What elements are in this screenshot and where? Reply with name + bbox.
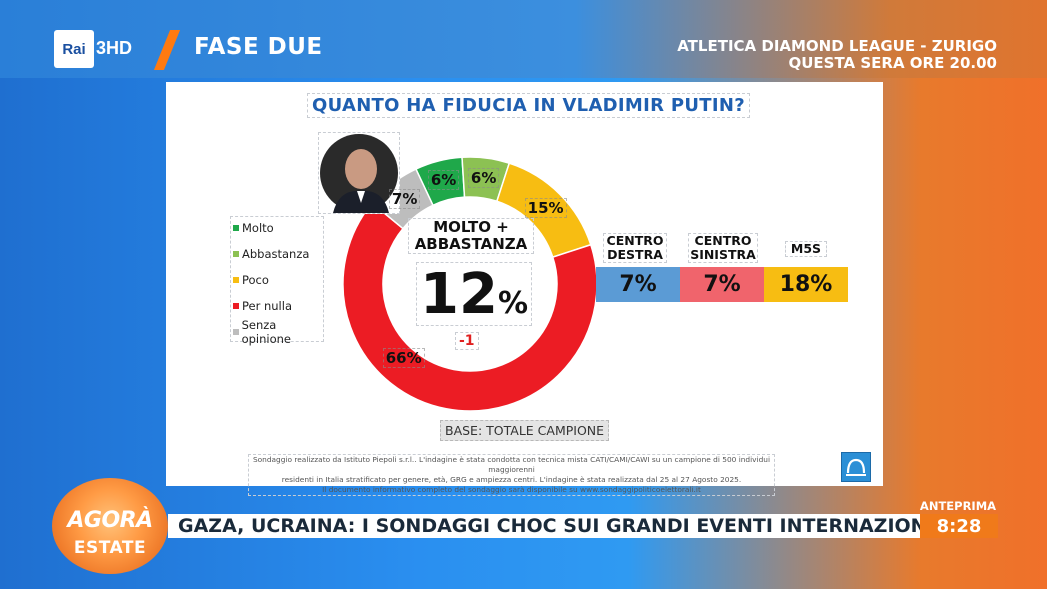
- legend-label: Senza opinione: [241, 318, 291, 346]
- channel-logo: Rai: [54, 30, 94, 68]
- portrait-icon: [320, 134, 398, 213]
- channel-suffix: 3HD: [96, 38, 133, 58]
- promo-text: ATLETICA DIAMOND LEAGUE - ZURIGO QUESTA …: [677, 38, 997, 72]
- footnote-line-2: residenti in Italia stratificato per gen…: [281, 475, 742, 484]
- legend-swatch: [233, 225, 239, 231]
- footnote-line-3: Il documento informativo completo del so…: [322, 485, 701, 494]
- clock: 8:28: [920, 514, 998, 538]
- group-header-line: M5S: [790, 241, 822, 256]
- center-delta: -1: [455, 332, 479, 350]
- group-header-m5s: M5S: [785, 241, 827, 257]
- legend-label: Poco: [242, 273, 269, 287]
- pollster-logo-icon: [846, 458, 866, 476]
- ticker-text: GAZA, UCRAINA: I SONDAGGI CHOC SUI GRAND…: [178, 515, 920, 537]
- group-header-line: DESTRA: [607, 247, 663, 262]
- bar-cell-centro-destra: 7%: [596, 267, 680, 302]
- slice-label-abbastanza: 6%: [467, 167, 500, 188]
- center-value-number: 12: [420, 262, 498, 327]
- promo-line-2: QUESTA SERA ORE 20.00: [788, 54, 997, 72]
- promo-line-1: ATLETICA DIAMOND LEAGUE - ZURIGO: [677, 37, 997, 55]
- preview-badge: ANTEPRIMA: [919, 499, 997, 513]
- chart-footnote: Sondaggio realizzato da Istituto Piepoli…: [248, 454, 775, 496]
- chart-legend: Molto Abbastanza Poco Per nulla Senza opinio…: [230, 216, 324, 346]
- group-header-centro-sinistra: CENTRO SINISTRA: [688, 233, 758, 263]
- slice-per-nulla: [342, 201, 598, 412]
- legend-item-senza-opinione: Senza opinione: [233, 318, 323, 346]
- legend-swatch: [233, 329, 239, 335]
- legend-item-poco: Poco: [233, 273, 269, 287]
- slice-label-poco: 15%: [524, 198, 567, 219]
- slice-label-senza-opinione: 7%: [388, 189, 421, 210]
- legend-swatch: [233, 251, 239, 257]
- center-label: MOLTO + ABBASTANZA: [408, 218, 534, 254]
- base-label: BASE: TOTALE CAMPIONE: [440, 420, 610, 441]
- legend-label: Molto: [242, 221, 274, 235]
- group-header-line: CENTRO: [694, 233, 752, 248]
- channel-logo-text: Rai: [62, 40, 86, 58]
- portrait-photo: [318, 132, 400, 214]
- legend-label: Abbastanza: [242, 247, 310, 261]
- bar-cell-centro-sinistra: 7%: [680, 267, 764, 302]
- center-value: 12%: [416, 262, 532, 327]
- group-header-centro-destra: CENTRO DESTRA: [603, 233, 667, 263]
- legend-item-molto: Molto: [233, 221, 274, 235]
- chart-title: QUANTO HA FIDUCIA IN VLADIMIR PUTIN?: [307, 93, 750, 118]
- legend-item-per-nulla: Per nulla: [233, 299, 292, 313]
- pollster-logo: [841, 452, 871, 482]
- legend-swatch: [233, 277, 239, 283]
- show-title: FASE DUE: [194, 34, 323, 60]
- legend-swatch: [233, 303, 239, 309]
- group-header-line: CENTRO: [606, 233, 664, 248]
- center-value-unit: %: [497, 286, 528, 321]
- program-logo-line-2: ESTATE: [73, 538, 147, 558]
- program-logo: [52, 478, 168, 574]
- legend-item-abbastanza: Abbastanza: [233, 247, 309, 261]
- bar-cell-m5s: 18%: [764, 267, 848, 302]
- slice-label-per-nulla: 66%: [382, 347, 425, 368]
- slice-label-molto: 6%: [427, 170, 460, 191]
- news-ticker: GAZA, UCRAINA: I SONDAGGI CHOC SUI GRAND…: [168, 514, 920, 538]
- group-header-line: SINISTRA: [690, 247, 756, 262]
- legend-label: Per nulla: [242, 299, 292, 313]
- program-logo-line-1: AGORÀ: [67, 508, 153, 533]
- footnote-line-1: Sondaggio realizzato da Istituto Piepoli…: [252, 455, 771, 474]
